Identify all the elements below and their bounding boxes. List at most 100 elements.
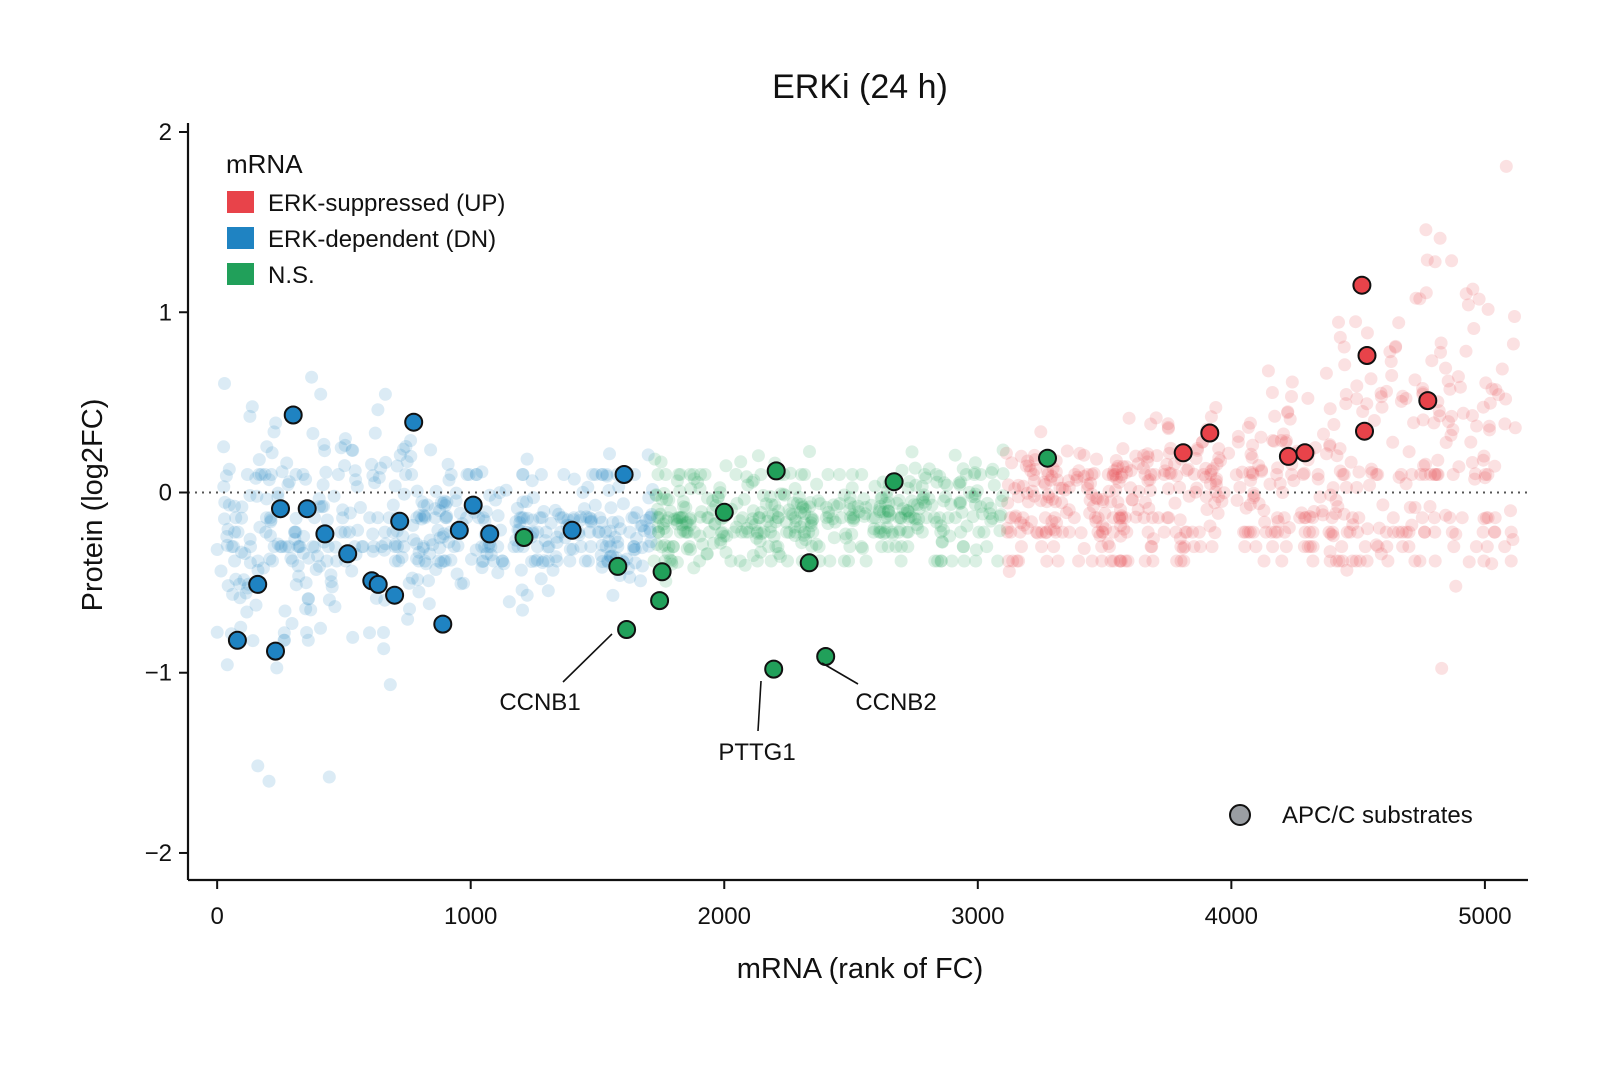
background-point	[937, 494, 951, 508]
background-point	[700, 547, 714, 561]
background-point	[1095, 554, 1109, 568]
background-point	[1014, 449, 1028, 463]
background-point	[917, 495, 931, 509]
background-point	[1204, 468, 1218, 481]
background-point	[843, 540, 857, 554]
background-point	[968, 490, 982, 504]
background-point	[875, 540, 889, 554]
background-point	[1379, 525, 1393, 539]
background-point	[1113, 511, 1127, 525]
background-point	[771, 511, 785, 524]
background-point	[379, 537, 393, 551]
background-point	[1459, 344, 1473, 358]
background-point	[1192, 525, 1206, 539]
background-point	[1029, 462, 1043, 476]
background-point	[1040, 495, 1054, 509]
background-point	[822, 510, 836, 524]
background-point	[909, 478, 923, 492]
background-point	[856, 541, 870, 555]
annotation-ccnb1: CCNB1	[499, 689, 580, 716]
background-point	[1158, 464, 1172, 478]
background-point	[650, 538, 664, 551]
background-point	[881, 540, 895, 554]
background-point	[1212, 451, 1226, 465]
background-point	[541, 540, 555, 554]
background-point	[653, 507, 667, 521]
background-point	[243, 489, 257, 502]
background-point	[1144, 468, 1158, 481]
background-point	[563, 542, 577, 556]
background-point	[1060, 506, 1073, 520]
background-point	[239, 586, 253, 600]
apcc-substrate-point	[884, 472, 904, 492]
background-point	[794, 497, 808, 511]
background-point	[263, 529, 277, 543]
background-point	[1246, 468, 1260, 481]
background-point	[803, 500, 817, 514]
background-point	[1013, 525, 1027, 539]
background-point	[750, 531, 764, 545]
background-point	[1303, 510, 1317, 524]
background-point	[1173, 531, 1187, 545]
background-point	[1107, 554, 1121, 568]
apcc-substrate-point	[1418, 391, 1438, 411]
background-point	[1230, 493, 1244, 507]
background-point	[635, 519, 649, 533]
background-point	[1114, 519, 1128, 533]
background-point	[905, 494, 919, 508]
background-point	[457, 576, 471, 590]
background-point	[1141, 525, 1155, 539]
background-point	[478, 514, 492, 528]
background-point	[388, 554, 402, 568]
background-point	[657, 521, 671, 535]
background-point	[1322, 525, 1336, 539]
background-point	[260, 511, 273, 525]
background-point	[1077, 470, 1091, 483]
background-point	[662, 493, 676, 507]
background-point	[410, 537, 424, 551]
background-points	[210, 159, 1522, 788]
background-point	[1456, 406, 1470, 420]
background-point	[983, 507, 997, 521]
background-point	[764, 525, 778, 539]
background-point	[1419, 223, 1433, 237]
background-point	[629, 556, 642, 570]
background-point	[1325, 511, 1339, 525]
background-point	[1323, 438, 1337, 452]
background-point	[1187, 540, 1201, 554]
background-point	[433, 531, 447, 545]
background-point	[1170, 469, 1184, 483]
apcc-substrate-point	[562, 520, 582, 540]
background-point	[843, 496, 857, 510]
background-point	[1468, 472, 1482, 486]
background-point	[1157, 468, 1171, 481]
background-point	[873, 499, 887, 513]
background-point	[1447, 540, 1461, 554]
background-point	[606, 588, 620, 602]
background-point	[470, 468, 483, 481]
background-point	[363, 626, 376, 640]
background-point	[366, 469, 380, 483]
background-point	[1233, 480, 1247, 494]
background-point	[915, 525, 929, 539]
background-point	[1072, 464, 1086, 478]
background-point	[1425, 354, 1439, 368]
background-point	[935, 535, 949, 549]
background-point	[1109, 471, 1123, 485]
background-point	[397, 487, 411, 501]
background-point	[910, 518, 924, 532]
background-point	[706, 494, 720, 508]
background-point	[858, 507, 872, 521]
background-point	[246, 634, 260, 648]
background-point	[375, 540, 389, 554]
background-point	[258, 468, 272, 481]
background-point	[1146, 511, 1160, 525]
background-point	[746, 549, 760, 562]
background-point	[1044, 473, 1058, 487]
background-point	[980, 540, 994, 554]
background-point	[1453, 380, 1467, 394]
background-point	[634, 574, 647, 588]
background-point	[1050, 516, 1064, 530]
background-point	[880, 490, 894, 504]
background-point	[395, 550, 409, 564]
